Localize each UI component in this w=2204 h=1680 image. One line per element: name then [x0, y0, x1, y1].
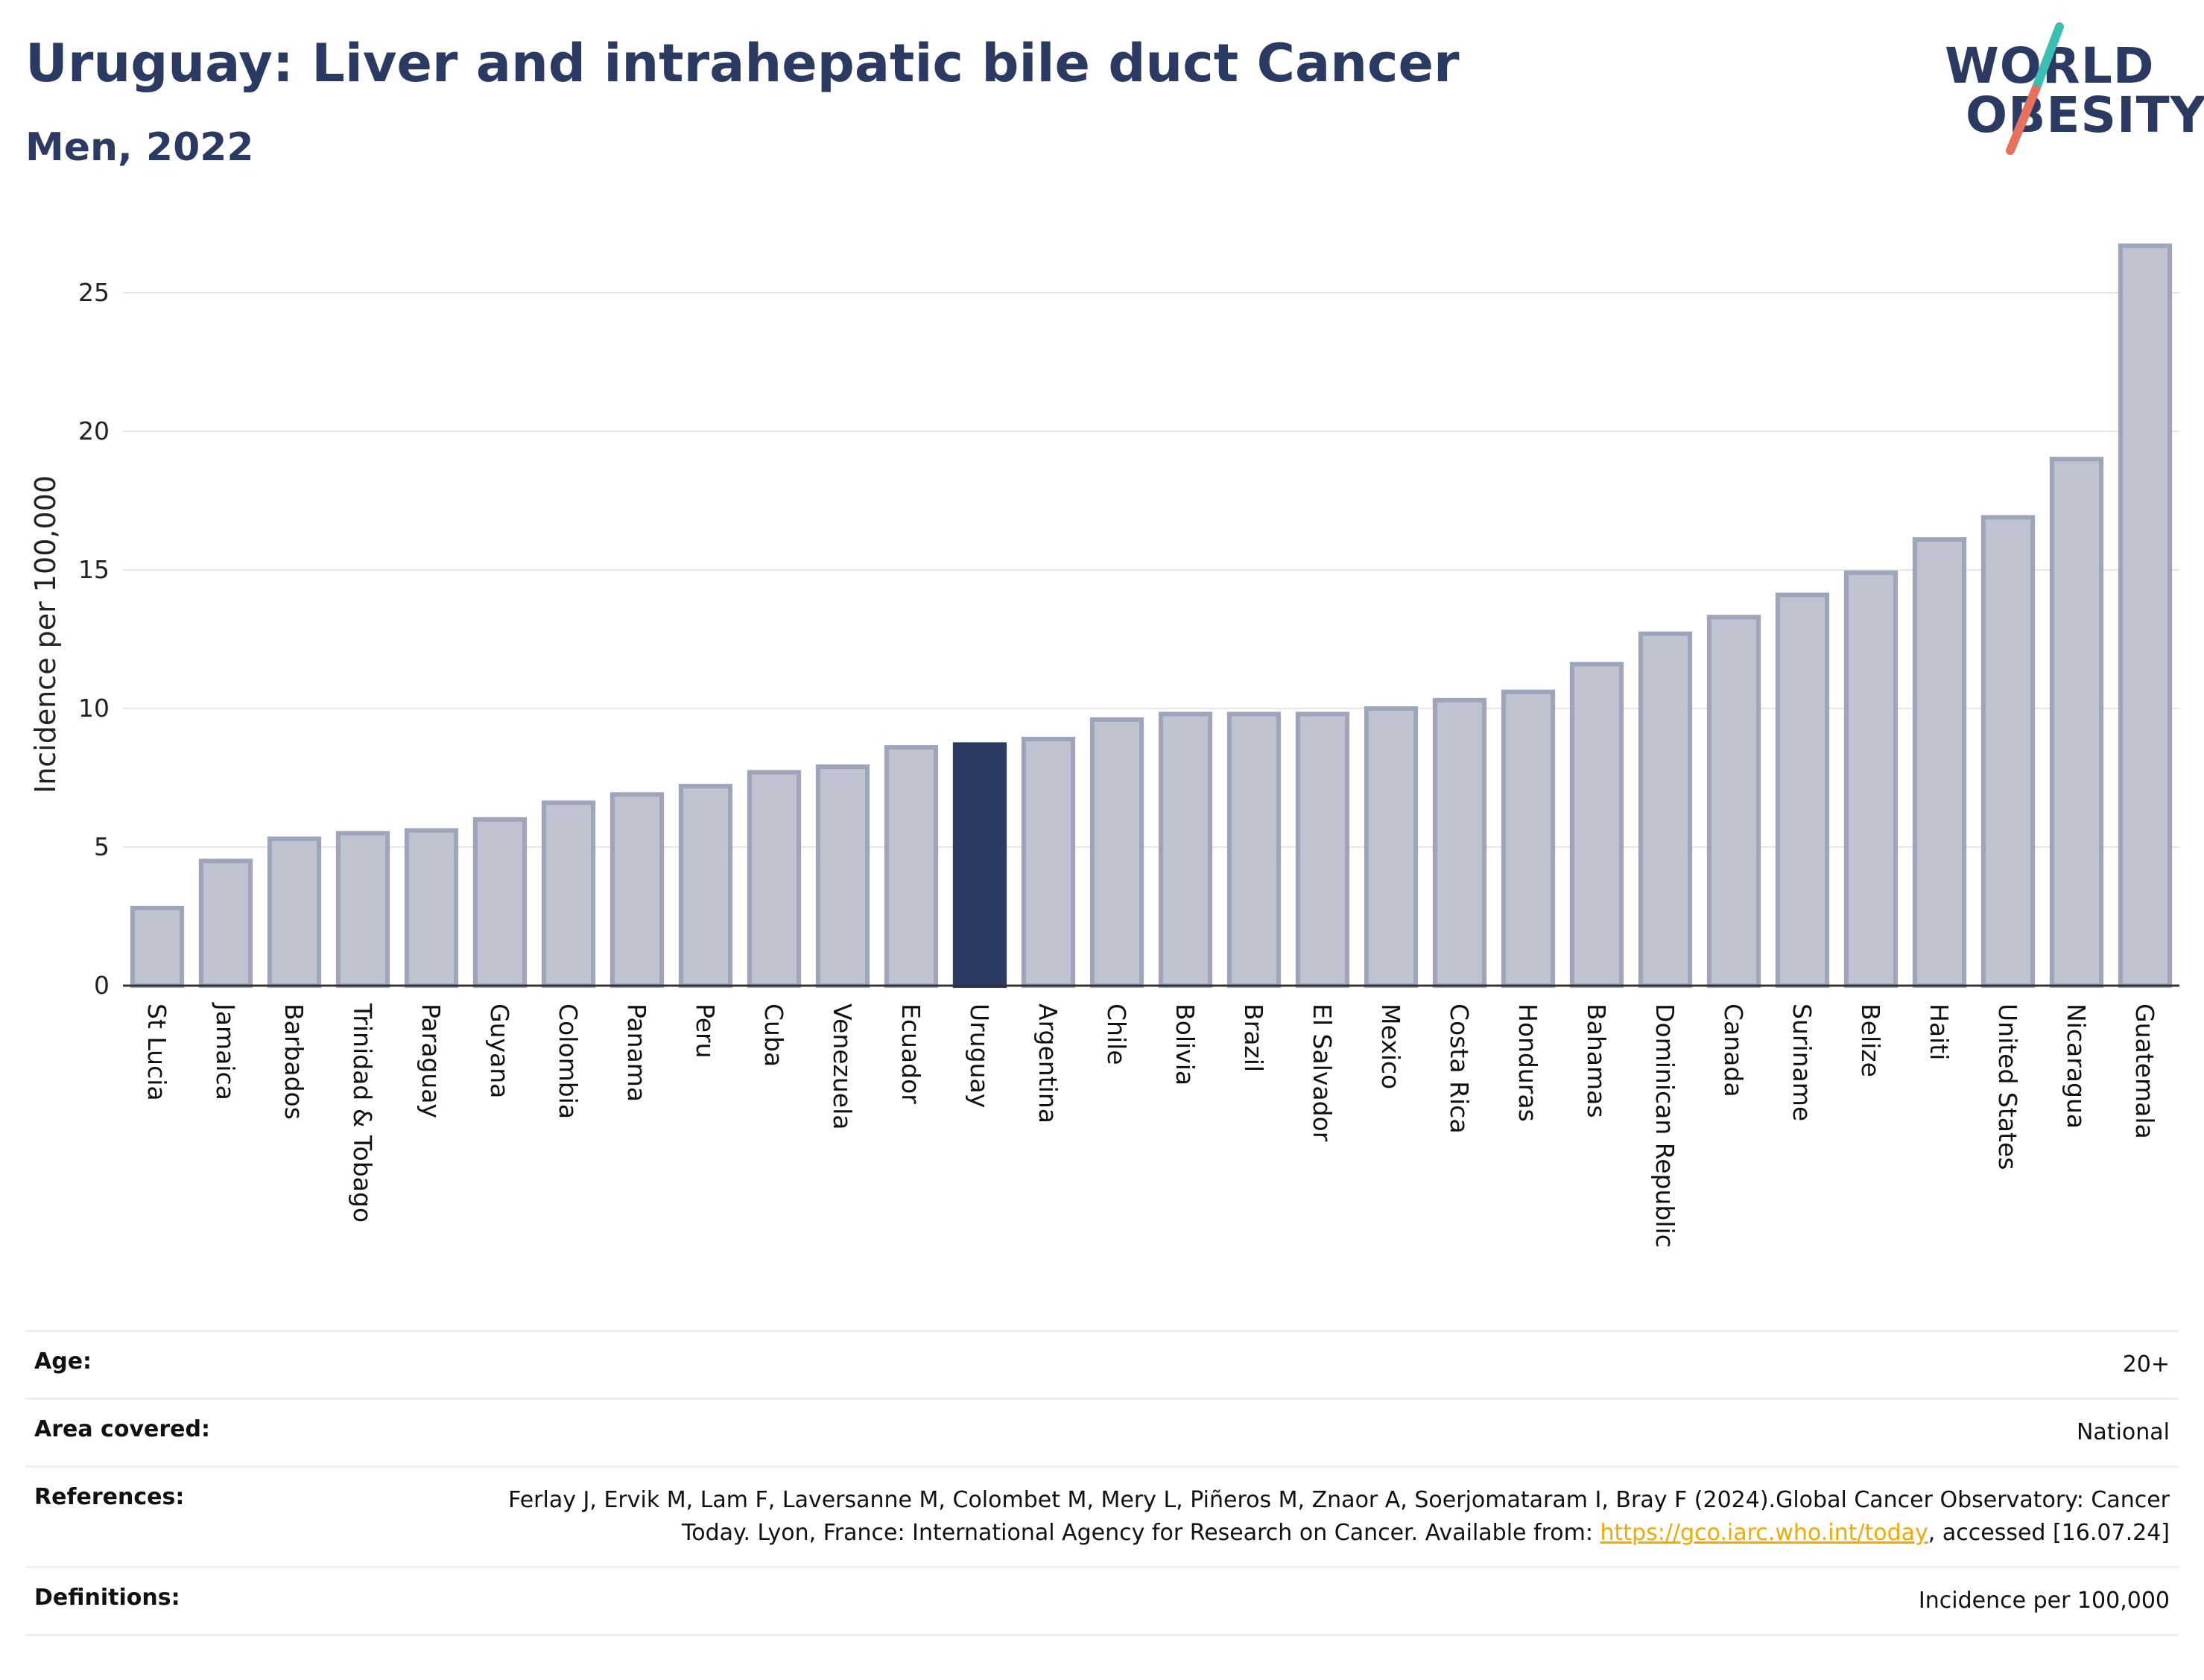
y-tick-label: 5 — [94, 832, 110, 861]
info-row-references: References: Ferlay J, Ervik M, Lam F, La… — [25, 1465, 2179, 1566]
bar — [1226, 711, 1282, 988]
bar — [1295, 711, 1350, 988]
x-tick-label: Suriname — [1787, 1004, 1817, 1121]
x-tick-label: Trinidad & Tobago — [348, 1003, 377, 1223]
x-tick-label: Bahamas — [1582, 1004, 1611, 1118]
bar — [747, 770, 802, 989]
x-tick-label: Peru — [691, 1004, 720, 1059]
page-subtitle: Men, 2022 — [25, 125, 254, 170]
y-tick-label: 0 — [94, 971, 110, 1000]
logo-slash-icon — [2006, 22, 2064, 155]
references-link[interactable]: https://gco.iarc.who.int/today — [1600, 1520, 1928, 1546]
age-label: Age: — [34, 1348, 92, 1375]
page-title: Uruguay: Liver and intrahepatic bile duc… — [25, 33, 1460, 94]
bar — [1775, 592, 1830, 988]
bar — [1912, 537, 1967, 988]
bar — [1089, 717, 1144, 988]
definitions-label: Definitions: — [34, 1585, 180, 1611]
bar — [1501, 689, 1556, 988]
x-tick-label: Guatemala — [2130, 1004, 2159, 1139]
definitions-value: Incidence per 100,000 — [1918, 1588, 2170, 1614]
x-tick-label: Brazil — [1239, 1004, 1268, 1072]
bar — [198, 858, 253, 988]
bar — [267, 836, 322, 988]
info-row-definitions: Definitions: Incidence per 100,000 — [25, 1566, 2179, 1636]
x-tick-label: Venezuela — [828, 1004, 857, 1129]
info-table: Age: 20+ Area covered: National Referenc… — [25, 1330, 2179, 1636]
x-tick-label: Cuba — [759, 1004, 788, 1067]
y-axis-label: Incidence per 100,000 — [29, 475, 62, 793]
x-tick-label: Nicaragua — [2062, 1004, 2091, 1129]
x-tick-label: Belize — [1856, 1004, 1885, 1077]
bar — [1706, 615, 1761, 988]
bar — [815, 764, 870, 988]
bar — [609, 792, 665, 988]
x-tick-label: Argentina — [1033, 1004, 1063, 1123]
bar — [2049, 457, 2104, 988]
bar — [678, 784, 733, 989]
x-tick-label: Panama — [622, 1004, 651, 1102]
references-text-2: , accessed [16.07.24] — [1928, 1520, 2170, 1546]
x-tick-label: Ecuador — [896, 1004, 925, 1104]
x-tick-label: Haiti — [1925, 1004, 1954, 1060]
references-text-1: Ferlay J, Ervik M, Lam F, Laversanne M, … — [508, 1487, 2170, 1546]
bar — [884, 745, 939, 989]
x-tick-label: Canada — [1719, 1004, 1748, 1097]
x-tick-label: Colombia — [554, 1004, 583, 1119]
bar — [1432, 697, 1487, 989]
x-tick-label: Costa Rica — [1445, 1004, 1474, 1134]
bar — [130, 905, 185, 988]
x-tick-label: Dominican Republic — [1650, 1004, 1679, 1248]
bar — [1843, 570, 1899, 988]
bar — [2118, 243, 2173, 988]
x-tick-label: Honduras — [1513, 1004, 1542, 1122]
x-tick-label: Mexico — [1376, 1004, 1405, 1089]
x-tick-label: Bolivia — [1171, 1004, 1200, 1085]
references-value: Ferlay J, Ervik M, Lam F, Laversanne M, … — [456, 1484, 2170, 1550]
bar — [404, 828, 459, 989]
info-row-age: Age: 20+ — [25, 1330, 2179, 1398]
age-value: 20+ — [2122, 1351, 2170, 1378]
info-row-area: Area covered: National — [25, 1398, 2179, 1465]
bar — [1638, 631, 1693, 988]
logo-line-2: OBESITY — [1966, 86, 2204, 144]
y-tick-label: 25 — [78, 278, 110, 307]
bar — [1158, 711, 1213, 988]
y-tick-label: 10 — [78, 694, 110, 723]
references-label: References: — [34, 1484, 185, 1510]
x-tick-label: United States — [1993, 1004, 2022, 1170]
x-tick-label: El Salvador — [1308, 1004, 1337, 1142]
bar — [335, 831, 390, 989]
bar — [1021, 736, 1076, 988]
x-tick-label: Jamaica — [211, 1002, 240, 1100]
bar — [472, 817, 528, 989]
bar-highlight — [952, 742, 1007, 988]
x-tick-label: Uruguay — [965, 1004, 994, 1108]
bar — [541, 800, 596, 988]
x-tick-label: Chile — [1102, 1004, 1131, 1065]
bar — [1569, 662, 1624, 988]
world-obesity-logo: WORLD OBESITY — [1945, 22, 2204, 156]
x-tick-label: St Lucia — [142, 1004, 171, 1101]
bar — [1980, 515, 2036, 988]
area-label: Area covered: — [34, 1416, 210, 1442]
x-tick-label: Guyana — [485, 1004, 514, 1098]
bar-chart: 0 5 10 15 20 25 Incidence per 100,000 St Lucia J… — [29, 243, 2179, 1248]
y-tick-label: 20 — [78, 416, 110, 446]
area-value: National — [2076, 1419, 2170, 1445]
x-tick-label: Barbados — [279, 1004, 308, 1120]
bar — [1364, 706, 1419, 988]
y-tick-label: 15 — [78, 555, 110, 584]
x-tick-label: Paraguay — [417, 1004, 446, 1118]
